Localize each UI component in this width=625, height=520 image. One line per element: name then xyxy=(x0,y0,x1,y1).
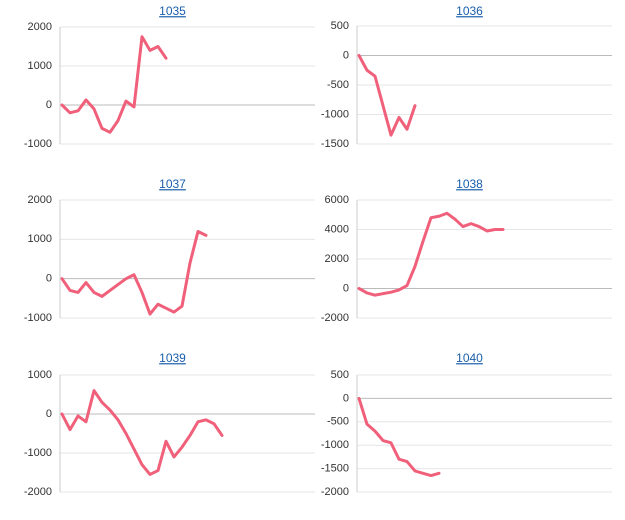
data-line xyxy=(357,396,441,478)
chart-title[interactable]: 1038 xyxy=(456,177,483,191)
y-tick-label: 2000 xyxy=(28,21,52,33)
chart-title[interactable]: 1039 xyxy=(159,351,186,365)
y-tick-label: -500 xyxy=(327,416,349,428)
y-tick-label: 1000 xyxy=(28,233,52,245)
y-tick-label: 0 xyxy=(343,49,349,61)
y-tick-label: -1000 xyxy=(24,447,52,459)
y-tick-label: -1000 xyxy=(24,138,52,150)
y-tick-label: 0 xyxy=(343,282,349,294)
y-tick-label: -2000 xyxy=(24,486,52,498)
y-tick-label: 0 xyxy=(46,408,52,420)
y-tick-label: 500 xyxy=(331,20,349,32)
data-line xyxy=(60,229,208,316)
y-tick-label: -1000 xyxy=(321,108,349,120)
y-tick-label: -1500 xyxy=(321,463,349,475)
y-tick-label: -1000 xyxy=(321,439,349,451)
chart-title[interactable]: 1037 xyxy=(159,177,186,191)
y-tick-label: -1500 xyxy=(321,138,349,150)
y-tick-label: 0 xyxy=(46,99,52,111)
y-tick-label: 500 xyxy=(331,369,349,381)
chart-title[interactable]: 1035 xyxy=(159,4,186,18)
y-tick-label: -500 xyxy=(327,79,349,91)
y-tick-label: 0 xyxy=(46,273,52,285)
chart-title[interactable]: 1040 xyxy=(456,351,483,365)
y-tick-label: -1000 xyxy=(24,312,52,324)
y-tick-label: 6000 xyxy=(325,194,349,206)
data-line xyxy=(60,389,224,476)
y-tick-label: 2000 xyxy=(28,194,52,206)
y-tick-label: 4000 xyxy=(325,223,349,235)
y-tick-label: 2000 xyxy=(325,253,349,265)
data-line xyxy=(357,54,417,137)
chart-title[interactable]: 1036 xyxy=(456,4,483,18)
y-tick-label: -2000 xyxy=(321,486,349,498)
y-tick-label: 1000 xyxy=(28,60,52,72)
data-line xyxy=(357,211,505,297)
y-tick-label: 0 xyxy=(343,392,349,404)
y-tick-label: 1000 xyxy=(28,369,52,381)
y-tick-label: -2000 xyxy=(321,312,349,324)
data-line xyxy=(60,35,168,134)
